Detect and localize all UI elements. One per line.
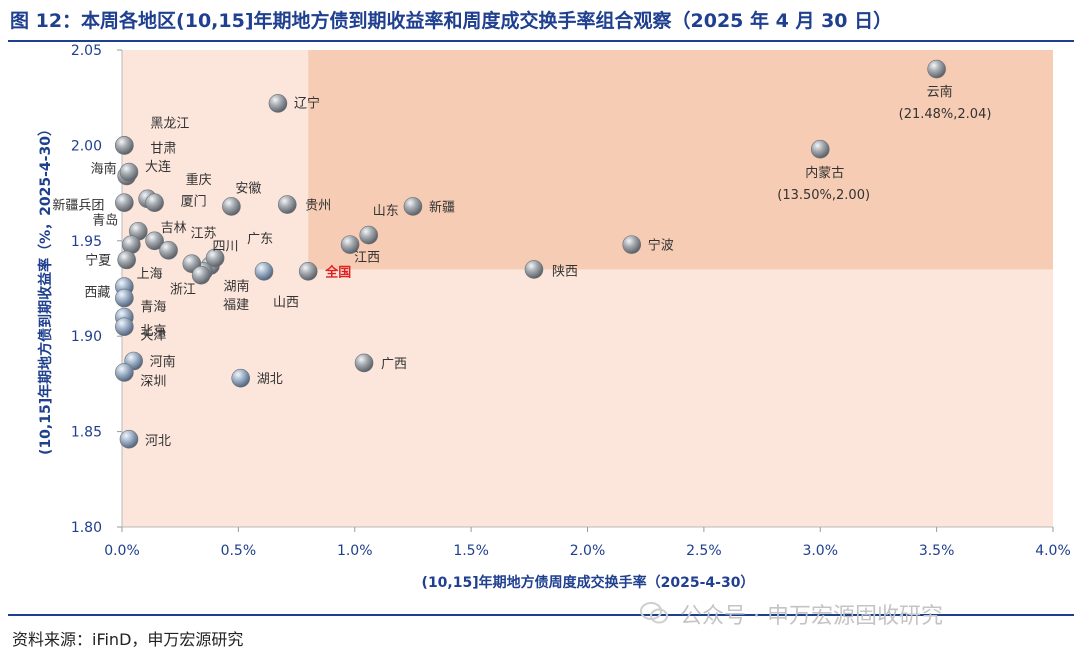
point-天津 xyxy=(115,317,134,336)
x-tick-label: 3.0% xyxy=(802,543,838,559)
y-axis-title: (10,15]年期地方债到期收益率（%，2025-4-30） xyxy=(37,122,54,455)
points-layer xyxy=(115,59,946,449)
point-label-海南: 海南 xyxy=(91,161,117,177)
x-tick-label: 3.5% xyxy=(919,543,955,559)
x-axis-title: (10,15]年期地方债周度成交换手率（2025-4-30） xyxy=(422,574,755,591)
point-厦门 xyxy=(145,193,164,212)
point-label-广东: 广东 xyxy=(247,232,273,247)
point-湖北 xyxy=(231,368,251,388)
y-tick-label: 2.00 xyxy=(71,138,102,154)
point-陕西 xyxy=(524,260,544,279)
y-tick-label: 1.85 xyxy=(71,425,102,441)
point-label-青海: 青海 xyxy=(140,300,166,315)
point-label-上海: 上海 xyxy=(137,267,163,282)
source-rule xyxy=(8,614,1074,616)
y-tick-label: 2.05 xyxy=(71,43,102,59)
x-tick-label: 2.0% xyxy=(570,543,606,559)
point-新疆兵团 xyxy=(115,193,134,212)
point-label-江苏: 江苏 xyxy=(191,225,217,241)
scatter-chart: 1.80 1.85 1.90 1.95 2.00 2.05 0.0% 0.5% 1.0% 1.5%… xyxy=(37,43,1071,591)
point-全国 xyxy=(298,262,318,281)
point-label-全国: 全国 xyxy=(324,264,351,280)
point-新疆 xyxy=(403,197,423,216)
quadrant-layer xyxy=(122,50,1053,527)
point-note-云南: (21.48%,2.04) xyxy=(899,107,992,122)
labels-layer: 云南 (21.48%,2.04) 内蒙古 (13.50%,2.00) 辽宁黑龙江甘肃海南… xyxy=(52,84,991,449)
point-label-黑龙江: 黑龙江 xyxy=(150,116,189,131)
point-江西 xyxy=(340,235,360,254)
axes-layer: 1.80 1.85 1.90 1.95 2.00 2.05 0.0% 0.5% 1.0% 1.5%… xyxy=(37,43,1071,591)
point-label-山西: 山西 xyxy=(273,295,299,310)
point-label-天津: 天津 xyxy=(140,329,166,344)
point-甘肃 xyxy=(115,136,134,155)
point-label-湖北: 湖北 xyxy=(257,372,283,387)
x-tick-label: 1.0% xyxy=(337,543,373,559)
y-tick-label: 1.80 xyxy=(71,520,102,536)
point-label-四川: 四川 xyxy=(212,240,238,255)
point-label-新疆兵团: 新疆兵团 xyxy=(52,198,104,214)
wechat-icon xyxy=(640,602,668,624)
point-label-河南: 河南 xyxy=(150,354,176,370)
point-label-内蒙古: 内蒙古 xyxy=(805,165,844,181)
point-label-辽宁: 辽宁 xyxy=(294,95,320,111)
point-label-宁波: 宁波 xyxy=(648,238,674,254)
y-tick-label: 1.95 xyxy=(71,234,102,250)
point-label-宁夏: 宁夏 xyxy=(85,253,111,269)
point-label-青岛: 青岛 xyxy=(92,212,118,228)
point-青海 xyxy=(115,288,134,308)
figure-title: 图 12：本周各地区(10,15]年期地方债到期收益率和周度成交换手率组合观察（… xyxy=(10,10,893,32)
point-label-云南: 云南 xyxy=(927,84,953,100)
point-辽宁 xyxy=(268,94,288,113)
point-label-江西: 江西 xyxy=(354,251,380,266)
point-广西 xyxy=(354,353,374,373)
point-安徽 xyxy=(222,197,241,216)
title-rule xyxy=(8,40,1074,42)
point-label-吉林: 吉林 xyxy=(161,221,187,236)
point-深圳 xyxy=(115,363,134,382)
point-label-陕西: 陕西 xyxy=(552,264,578,279)
point-label-浙江: 浙江 xyxy=(170,283,196,298)
point-label-福建: 福建 xyxy=(223,298,249,313)
point-山东 xyxy=(359,225,379,245)
point-label-厦门: 厦门 xyxy=(181,195,207,210)
point-广东 xyxy=(205,248,225,268)
point-label-贵州: 贵州 xyxy=(305,199,331,214)
point-label-湖南: 湖南 xyxy=(223,278,249,294)
point-贵州 xyxy=(277,195,297,214)
point-内蒙古 xyxy=(810,139,830,159)
point-label-西藏: 西藏 xyxy=(84,286,110,301)
point-label-深圳: 深圳 xyxy=(140,374,166,389)
point-河北 xyxy=(119,429,139,449)
point-上海 xyxy=(117,250,136,270)
watermark: 公众号 · 申万宏源固收研究 xyxy=(680,604,943,629)
point-label-北京: 北京 xyxy=(140,324,166,339)
point-label-甘肃: 甘肃 xyxy=(150,141,176,156)
x-tick-label: 0.0% xyxy=(104,543,140,559)
point-label-广西: 广西 xyxy=(381,357,407,372)
point-label-安徽: 安徽 xyxy=(235,181,261,196)
point-吉林 xyxy=(145,231,164,251)
point-label-山东: 山东 xyxy=(373,204,399,219)
y-tick-label: 1.90 xyxy=(71,329,102,345)
point-label-河北: 河北 xyxy=(145,434,171,449)
source-note: 资料来源：iFinD，申万宏源研究 xyxy=(12,630,244,649)
quadrant-high-yield-high-turnover xyxy=(308,50,1053,270)
x-tick-label: 4.0% xyxy=(1035,543,1071,559)
point-江苏 xyxy=(159,241,178,260)
point-note-内蒙古: (13.50%,2.00) xyxy=(777,188,870,203)
x-tick-label: 0.5% xyxy=(221,543,257,559)
x-tick-label: 1.5% xyxy=(453,543,489,559)
point-宁波 xyxy=(622,235,642,254)
x-tick-label: 2.5% xyxy=(686,543,722,559)
point-福建 xyxy=(191,265,211,285)
point-云南 xyxy=(927,59,946,79)
point-大连 xyxy=(119,162,139,182)
point-山西 xyxy=(254,262,274,281)
point-label-大连: 大连 xyxy=(145,159,171,175)
point-label-重庆: 重庆 xyxy=(186,172,212,188)
point-label-新疆: 新疆 xyxy=(429,199,455,215)
